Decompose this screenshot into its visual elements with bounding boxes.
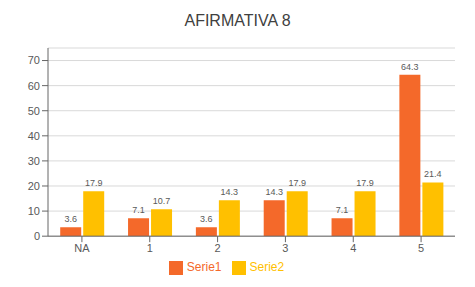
svg-text:NA: NA [74, 242, 90, 254]
svg-text:30: 30 [28, 155, 40, 167]
svg-text:60: 60 [28, 80, 40, 92]
svg-text:20: 20 [28, 180, 40, 192]
svg-text:7.1: 7.1 [132, 205, 145, 215]
svg-text:2: 2 [215, 242, 221, 254]
svg-text:3.6: 3.6 [200, 214, 213, 224]
svg-text:17.9: 17.9 [85, 178, 103, 188]
svg-text:3.6: 3.6 [64, 214, 77, 224]
svg-text:0: 0 [34, 230, 40, 242]
svg-text:14.3: 14.3 [221, 187, 239, 197]
svg-text:5: 5 [418, 242, 424, 254]
html-text:Serie2: Serie2 [249, 260, 285, 275]
svg-text:4: 4 [350, 242, 356, 254]
svg-text:7.1: 7.1 [336, 205, 349, 215]
svg-text:21.4: 21.4 [424, 169, 442, 179]
svg-text:40: 40 [28, 130, 40, 142]
svg-text:14.3: 14.3 [265, 187, 283, 197]
html-text:AFIRMATIVA 8: AFIRMATIVA 8 [184, 12, 291, 29]
svg-text:3: 3 [282, 242, 288, 254]
svg-text:70: 70 [28, 54, 40, 66]
svg-text:1: 1 [147, 242, 153, 254]
svg-text:10.7: 10.7 [153, 196, 171, 206]
svg-text:64.3: 64.3 [401, 62, 419, 72]
svg-text:10: 10 [28, 205, 40, 217]
html-text:Serie1: Serie1 [186, 260, 222, 275]
svg-text:17.9: 17.9 [356, 178, 374, 188]
svg-text:17.9: 17.9 [288, 178, 306, 188]
svg-text:50: 50 [28, 105, 40, 117]
